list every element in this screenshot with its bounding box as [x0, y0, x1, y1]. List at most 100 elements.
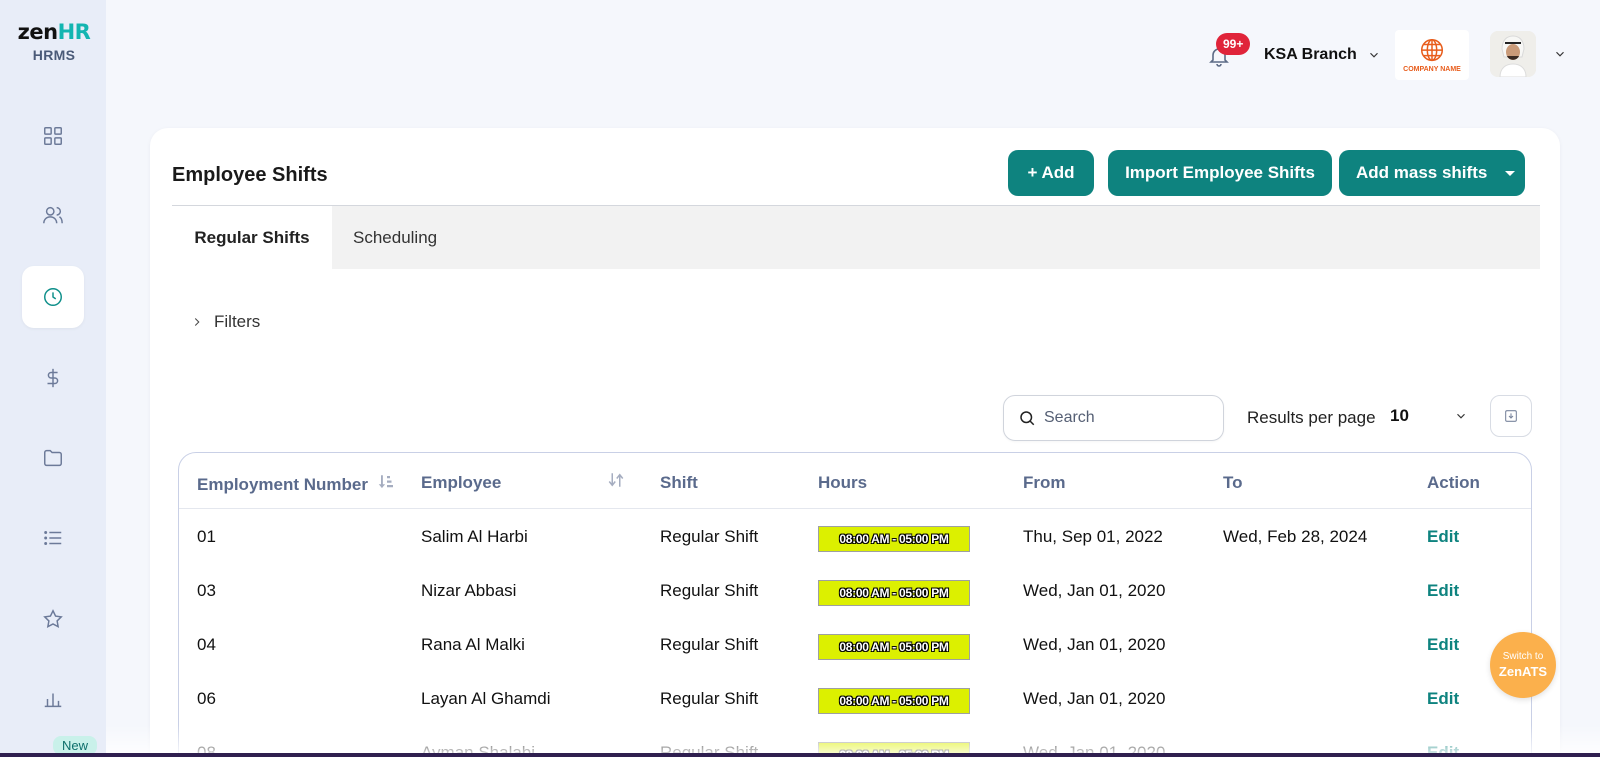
new-badge: New	[53, 736, 98, 755]
from-cell: Wed, Jan 01, 2020	[1023, 635, 1166, 654]
users-icon	[43, 206, 63, 224]
shift-cell: Regular Shift	[660, 635, 759, 654]
shifts-table: Employment Number Employee Shift Hours F…	[178, 452, 1532, 757]
column-label: Employment Number	[197, 474, 368, 494]
switch-to-zenats-button[interactable]: Switch to ZenATS	[1490, 632, 1556, 698]
search-input[interactable]	[1044, 409, 1194, 427]
window-bottom-edge	[0, 753, 1600, 757]
page-title: Employee Shifts	[172, 164, 328, 186]
sidebar-item-payroll[interactable]	[22, 347, 84, 409]
shift-tabs: Regular Shifts Scheduling	[172, 205, 1540, 269]
caret-down-icon	[1505, 170, 1515, 176]
chevron-down-icon	[1457, 413, 1465, 419]
shift-cell: Regular Shift	[660, 581, 759, 600]
edit-link[interactable]: Edit	[1427, 689, 1460, 708]
column-to: To	[1223, 473, 1243, 492]
hours-badge: 08:00 AM - 05:00 PM	[818, 688, 970, 714]
column-employee[interactable]: Employee	[421, 473, 501, 493]
company-logo[interactable]: COMPANY NAME	[1395, 30, 1469, 80]
user-menu-toggle[interactable]	[1553, 47, 1567, 66]
sidebar-item-performance[interactable]	[22, 588, 84, 650]
avatar-image	[1490, 31, 1536, 77]
employee-cell: Salim Al Harbi	[421, 527, 528, 546]
shift-cell: Regular Shift	[660, 689, 759, 708]
sort-icon[interactable]	[607, 471, 625, 494]
employment-number-cell: 01	[197, 527, 216, 546]
from-cell: Wed, Jan 01, 2020	[1023, 581, 1166, 600]
column-label: Employee	[421, 473, 502, 492]
column-from: From	[1023, 473, 1066, 492]
add-mass-shifts-dropdown-toggle[interactable]	[1495, 150, 1525, 196]
user-avatar[interactable]	[1490, 31, 1536, 77]
logo-subtitle: HRMS	[32, 47, 76, 63]
sidebar-item-attendance[interactable]	[22, 266, 84, 328]
hours-badge: 08:00 AM - 05:00 PM	[818, 526, 970, 552]
column-shift: Shift	[660, 473, 698, 492]
table-row: 06 Layan Al Ghamdi Regular Shift 08:00 A…	[179, 671, 1531, 726]
tab-regular-shifts[interactable]: Regular Shifts	[172, 206, 332, 269]
to-cell: Wed, Feb 28, 2024	[1223, 527, 1368, 546]
chevron-right-icon	[194, 318, 200, 326]
zenats-line1: Switch to	[1502, 651, 1544, 662]
column-action: Action	[1427, 473, 1480, 492]
zenats-line2: ZenATS	[1498, 664, 1548, 679]
employee-cell: Layan Al Ghamdi	[421, 689, 551, 708]
hours-badge: 08:00 AM - 05:00 PM	[818, 580, 970, 606]
hours-badge: 08:00 AM - 05:00 PM	[818, 634, 970, 660]
results-per-page-label: Results per page	[1247, 408, 1376, 427]
branch-selector[interactable]: KSA Branch	[1264, 46, 1381, 64]
employee-cell: Nizar Abbasi	[421, 581, 517, 600]
column-employment-number[interactable]: Employment Number	[197, 473, 396, 496]
table-header: Employment Number Employee Shift Hours F…	[179, 453, 1531, 509]
employment-number-cell: 04	[197, 635, 216, 654]
company-name: COMPANY NAME	[1403, 66, 1461, 73]
chevron-down-icon	[1556, 51, 1564, 57]
sort-ascending-icon[interactable]	[378, 473, 396, 496]
import-employee-shifts-button[interactable]: Import Employee Shifts	[1108, 150, 1332, 196]
edit-link[interactable]: Edit	[1427, 527, 1460, 546]
search-icon	[1020, 411, 1035, 426]
sidebar-item-dashboard[interactable]	[22, 105, 84, 167]
table-row: 01 Salim Al Harbi Regular Shift 08:00 AM…	[179, 509, 1531, 564]
column-hours: Hours	[818, 473, 868, 492]
filters-toggle[interactable]: Filters	[190, 312, 260, 332]
results-per-page-value: 10	[1390, 406, 1409, 425]
add-button[interactable]: + Add	[1008, 150, 1094, 196]
add-mass-shifts-label: Add mass shifts	[1356, 163, 1488, 182]
globe-icon	[1420, 39, 1444, 62]
sidebar-item-reports[interactable]	[22, 668, 84, 730]
logo-text: zenHR	[17, 20, 91, 44]
tab-scheduling[interactable]: Scheduling	[353, 227, 438, 247]
shift-cell: Regular Shift	[660, 527, 759, 546]
chevron-down-icon	[1369, 52, 1378, 58]
notification-count-badge: 99+	[1216, 33, 1251, 55]
dashboard-icon	[44, 127, 62, 145]
sidebar-item-lists[interactable]	[22, 507, 84, 569]
employment-number-cell: 03	[197, 581, 216, 600]
branch-label: KSA Branch	[1264, 46, 1357, 63]
sidebar-item-employees[interactable]	[22, 184, 84, 246]
folder-icon	[44, 449, 62, 467]
edit-link[interactable]: Edit	[1427, 635, 1460, 654]
from-cell: Wed, Jan 01, 2020	[1023, 689, 1166, 708]
table-row: 04 Rana Al Malki Regular Shift 08:00 AM …	[179, 617, 1531, 672]
star-icon	[43, 609, 63, 629]
dollar-icon	[47, 368, 59, 388]
clock-icon	[44, 288, 62, 306]
list-icon	[44, 531, 62, 545]
add-mass-shifts-button[interactable]: Add mass shifts	[1339, 150, 1525, 196]
sidebar-item-documents[interactable]	[22, 427, 84, 489]
export-button[interactable]	[1490, 395, 1532, 437]
table-row: 03 Nizar Abbasi Regular Shift 08:00 AM -…	[179, 563, 1531, 618]
download-icon	[1505, 410, 1517, 422]
from-cell: Thu, Sep 01, 2022	[1023, 527, 1163, 546]
edit-link[interactable]: Edit	[1427, 581, 1460, 600]
app-logo[interactable]: zenHR HRMS	[14, 20, 94, 63]
search-box[interactable]	[1003, 395, 1224, 441]
results-per-page-select[interactable]: 10	[1390, 406, 1468, 426]
bar-chart-icon	[44, 693, 62, 708]
sidebar: zenHR HRMS New	[0, 0, 106, 757]
employment-number-cell: 06	[197, 689, 216, 708]
employee-cell: Rana Al Malki	[421, 635, 525, 654]
filters-label: Filters	[214, 312, 261, 331]
